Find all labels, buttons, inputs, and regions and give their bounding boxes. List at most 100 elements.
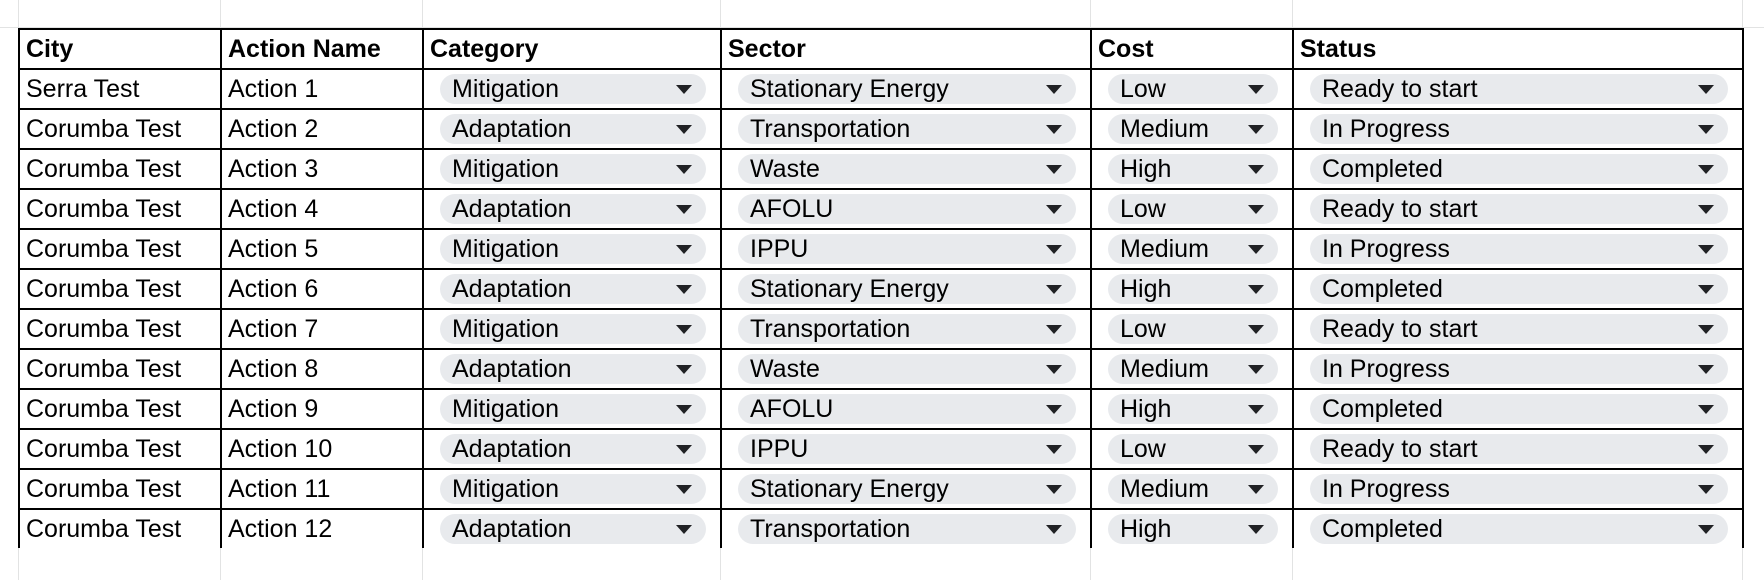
chevron-down-icon[interactable]	[1046, 444, 1062, 454]
header-cost[interactable]: Cost	[1090, 28, 1294, 70]
chevron-down-icon[interactable]	[1248, 324, 1264, 334]
category-cell[interactable]: Adaptation	[422, 508, 722, 548]
cost-cell[interactable]: Low	[1090, 68, 1294, 110]
sector-cell[interactable]: AFOLU	[720, 388, 1092, 430]
cost-dropdown[interactable]: High	[1108, 154, 1278, 184]
category-dropdown[interactable]: Adaptation	[440, 114, 706, 144]
status-dropdown[interactable]: Completed	[1310, 274, 1728, 304]
cost-dropdown[interactable]: Low	[1108, 194, 1278, 224]
chevron-down-icon[interactable]	[1698, 404, 1714, 414]
cost-dropdown[interactable]: Low	[1108, 434, 1278, 464]
chevron-down-icon[interactable]	[1248, 364, 1264, 374]
category-cell[interactable]: Adaptation	[422, 428, 722, 470]
category-cell[interactable]: Mitigation	[422, 388, 722, 430]
city-cell[interactable]: Corumba Test	[18, 428, 222, 470]
cost-cell[interactable]: Low	[1090, 188, 1294, 230]
cost-cell[interactable]: High	[1090, 268, 1294, 310]
status-dropdown[interactable]: In Progress	[1310, 474, 1728, 504]
cost-dropdown[interactable]: High	[1108, 394, 1278, 424]
cost-cell[interactable]: High	[1090, 148, 1294, 190]
chevron-down-icon[interactable]	[676, 244, 692, 254]
action-name-cell[interactable]: Action 3	[220, 148, 424, 190]
city-cell[interactable]: Corumba Test	[18, 308, 222, 350]
status-cell[interactable]: In Progress	[1292, 228, 1744, 270]
category-cell[interactable]: Adaptation	[422, 188, 722, 230]
category-dropdown[interactable]: Mitigation	[440, 74, 706, 104]
chevron-down-icon[interactable]	[1698, 484, 1714, 494]
city-cell[interactable]: Corumba Test	[18, 508, 222, 548]
category-dropdown[interactable]: Mitigation	[440, 314, 706, 344]
chevron-down-icon[interactable]	[676, 284, 692, 294]
chevron-down-icon[interactable]	[1248, 124, 1264, 134]
category-dropdown[interactable]: Adaptation	[440, 434, 706, 464]
chevron-down-icon[interactable]	[1698, 84, 1714, 94]
chevron-down-icon[interactable]	[1046, 164, 1062, 174]
chevron-down-icon[interactable]	[1046, 124, 1062, 134]
chevron-down-icon[interactable]	[1046, 244, 1062, 254]
city-cell[interactable]: Corumba Test	[18, 188, 222, 230]
cost-dropdown[interactable]: Low	[1108, 74, 1278, 104]
category-cell[interactable]: Mitigation	[422, 468, 722, 510]
city-cell[interactable]: Corumba Test	[18, 228, 222, 270]
chevron-down-icon[interactable]	[1698, 284, 1714, 294]
sector-cell[interactable]: IPPU	[720, 428, 1092, 470]
sector-cell[interactable]: Stationary Energy	[720, 68, 1092, 110]
header-status[interactable]: Status	[1292, 28, 1744, 70]
chevron-down-icon[interactable]	[676, 324, 692, 334]
action-name-cell[interactable]: Action 9	[220, 388, 424, 430]
header-category[interactable]: Category	[422, 28, 722, 70]
chevron-down-icon[interactable]	[676, 404, 692, 414]
chevron-down-icon[interactable]	[1248, 244, 1264, 254]
sector-dropdown[interactable]: Transportation	[738, 314, 1076, 344]
status-cell[interactable]: Completed	[1292, 148, 1744, 190]
status-cell[interactable]: Ready to start	[1292, 188, 1744, 230]
sector-cell[interactable]: Waste	[720, 148, 1092, 190]
chevron-down-icon[interactable]	[1698, 164, 1714, 174]
chevron-down-icon[interactable]	[1248, 444, 1264, 454]
category-dropdown[interactable]: Adaptation	[440, 354, 706, 384]
cost-cell[interactable]: High	[1090, 508, 1294, 548]
category-dropdown[interactable]: Mitigation	[440, 474, 706, 504]
status-dropdown[interactable]: Completed	[1310, 394, 1728, 424]
status-cell[interactable]: In Progress	[1292, 108, 1744, 150]
action-name-cell[interactable]: Action 8	[220, 348, 424, 390]
chevron-down-icon[interactable]	[676, 204, 692, 214]
sector-cell[interactable]: Transportation	[720, 508, 1092, 548]
sector-dropdown[interactable]: Waste	[738, 154, 1076, 184]
category-cell[interactable]: Mitigation	[422, 308, 722, 350]
cost-cell[interactable]: Medium	[1090, 228, 1294, 270]
city-cell[interactable]: Corumba Test	[18, 268, 222, 310]
cost-cell[interactable]: Medium	[1090, 108, 1294, 150]
city-cell[interactable]: Serra Test	[18, 68, 222, 110]
action-name-cell[interactable]: Action 2	[220, 108, 424, 150]
header-sector[interactable]: Sector	[720, 28, 1092, 70]
city-cell[interactable]: Corumba Test	[18, 388, 222, 430]
chevron-down-icon[interactable]	[1248, 524, 1264, 534]
sector-dropdown[interactable]: AFOLU	[738, 194, 1076, 224]
sector-dropdown[interactable]: IPPU	[738, 234, 1076, 264]
chevron-down-icon[interactable]	[1046, 484, 1062, 494]
chevron-down-icon[interactable]	[676, 444, 692, 454]
chevron-down-icon[interactable]	[1046, 204, 1062, 214]
category-cell[interactable]: Adaptation	[422, 268, 722, 310]
category-dropdown[interactable]: Adaptation	[440, 274, 706, 304]
sector-dropdown[interactable]: Stationary Energy	[738, 274, 1076, 304]
category-dropdown[interactable]: Mitigation	[440, 234, 706, 264]
sector-dropdown[interactable]: Waste	[738, 354, 1076, 384]
category-cell[interactable]: Adaptation	[422, 348, 722, 390]
chevron-down-icon[interactable]	[1046, 524, 1062, 534]
category-dropdown[interactable]: Mitigation	[440, 394, 706, 424]
cost-dropdown[interactable]: Medium	[1108, 114, 1278, 144]
status-dropdown[interactable]: Ready to start	[1310, 314, 1728, 344]
status-dropdown[interactable]: Completed	[1310, 154, 1728, 184]
sector-cell[interactable]: Transportation	[720, 108, 1092, 150]
category-cell[interactable]: Mitigation	[422, 228, 722, 270]
category-cell[interactable]: Mitigation	[422, 148, 722, 190]
chevron-down-icon[interactable]	[1046, 364, 1062, 374]
city-cell[interactable]: Corumba Test	[18, 108, 222, 150]
category-cell[interactable]: Adaptation	[422, 108, 722, 150]
chevron-down-icon[interactable]	[1698, 524, 1714, 534]
status-cell[interactable]: Ready to start	[1292, 68, 1744, 110]
status-cell[interactable]: Completed	[1292, 268, 1744, 310]
sector-cell[interactable]: Waste	[720, 348, 1092, 390]
